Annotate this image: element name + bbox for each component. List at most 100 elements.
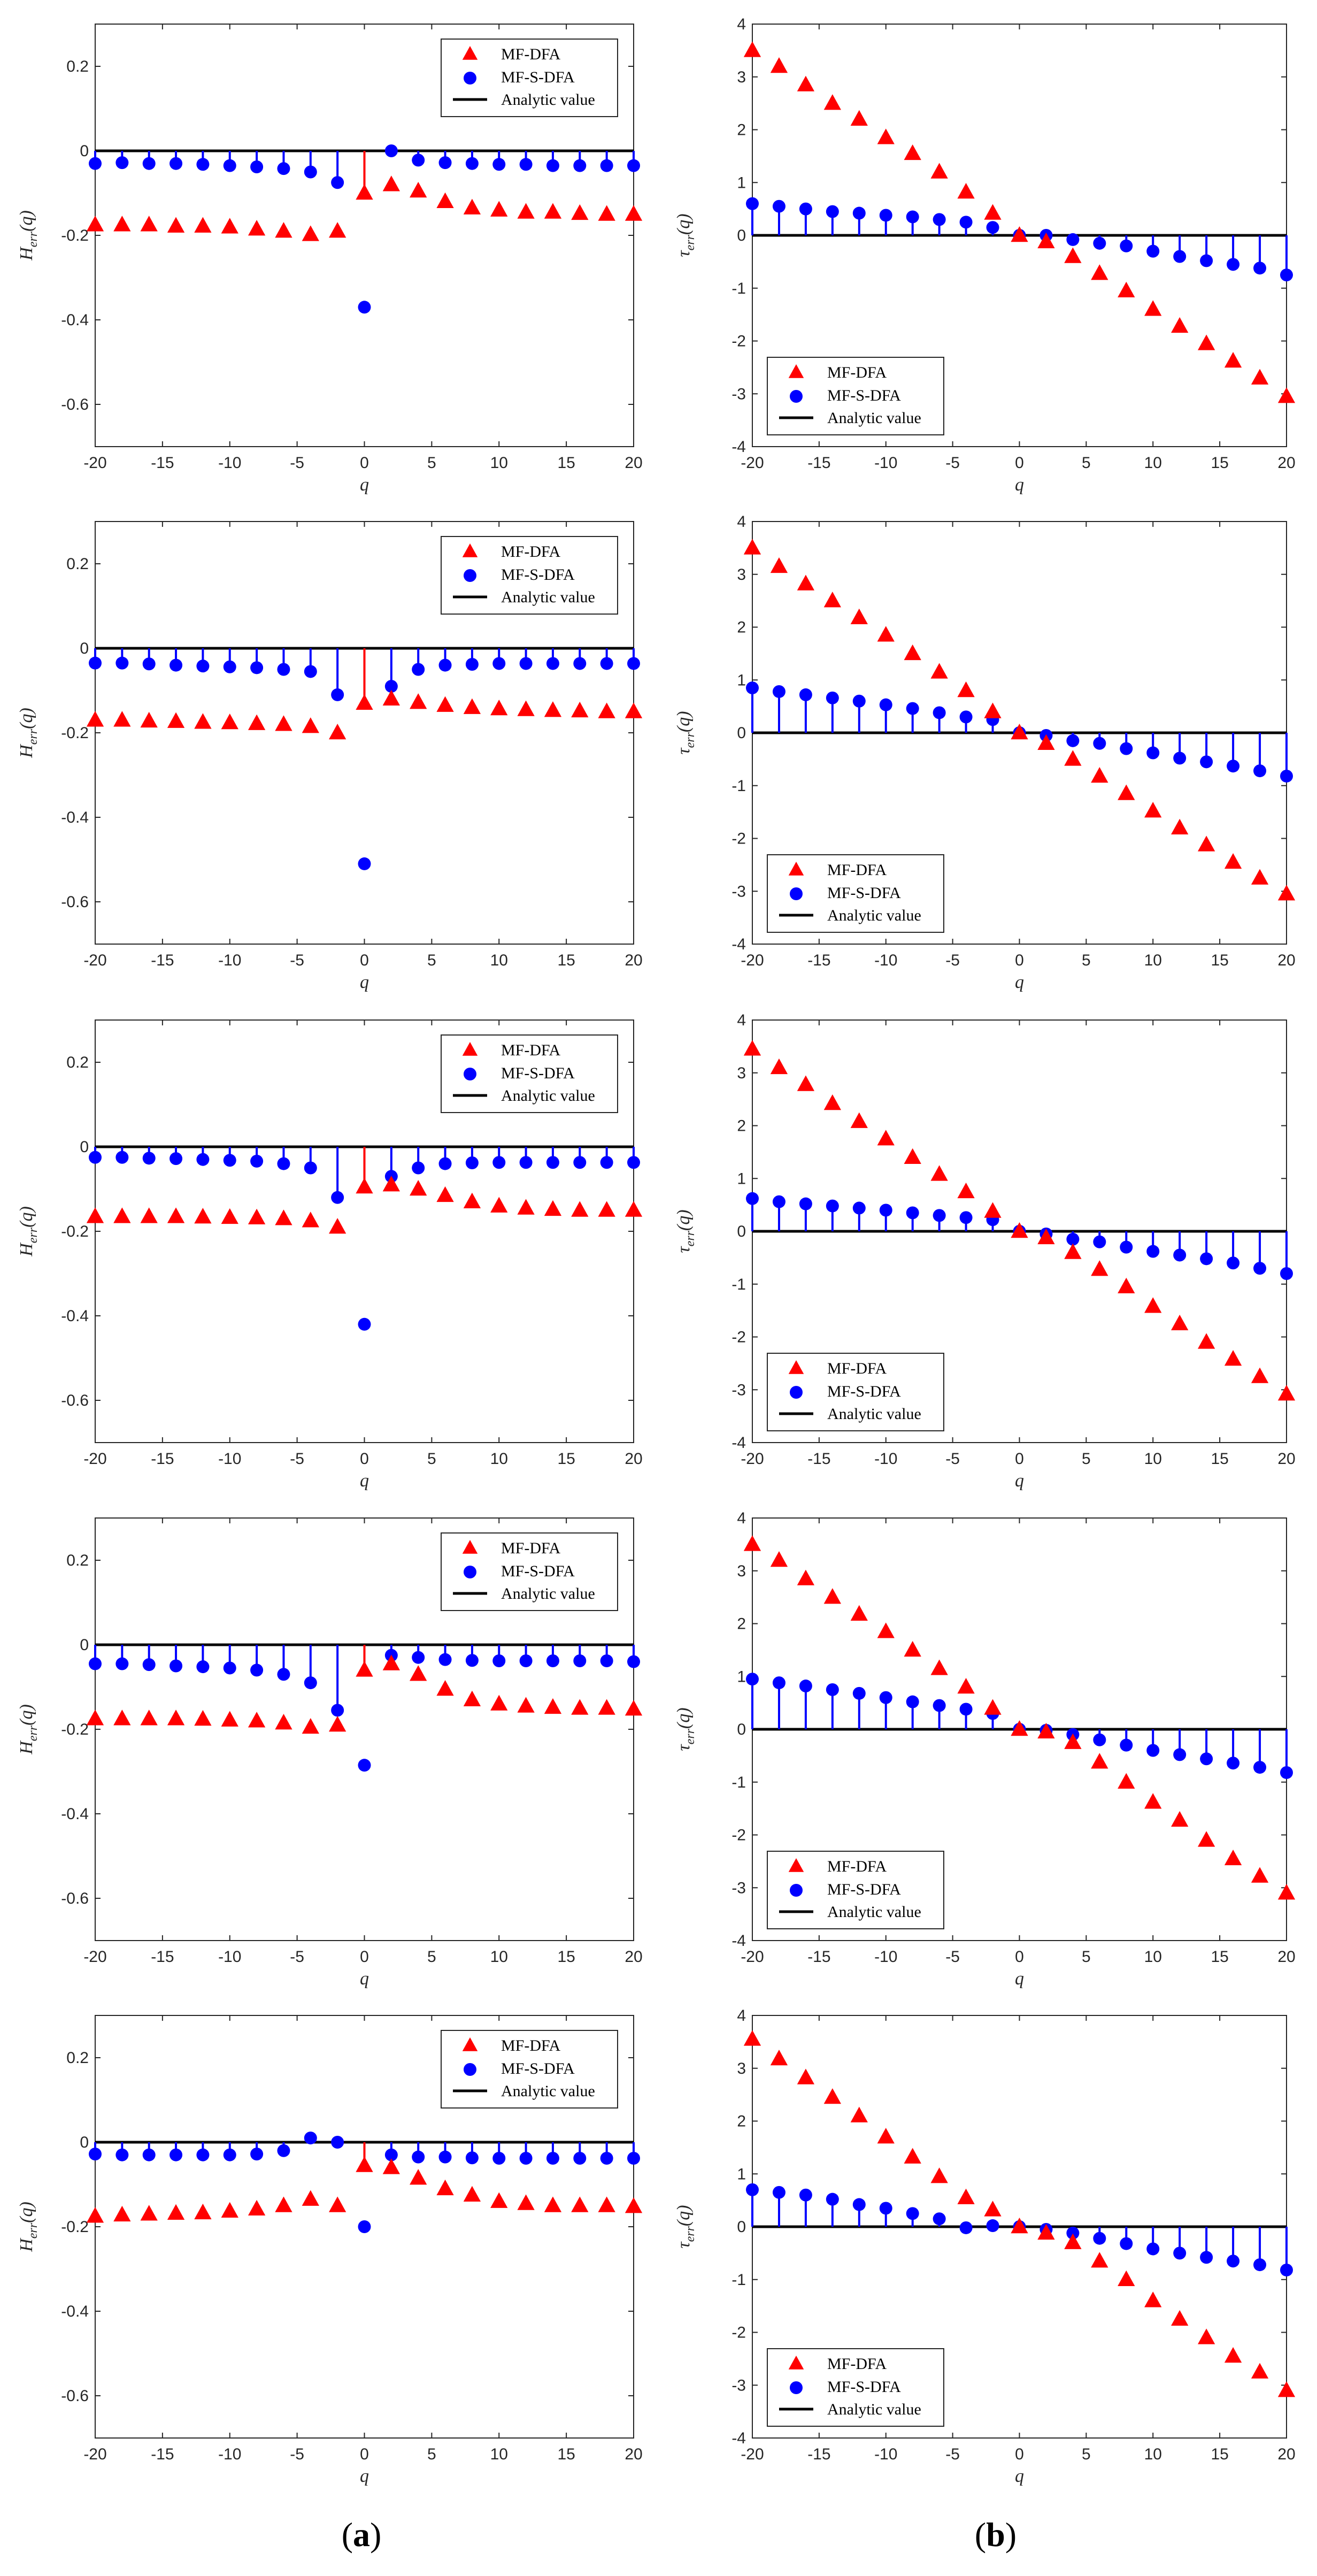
panel-a5-mfsdfa-point [492, 2152, 506, 2165]
panel-a3-mfsdfa-point [600, 1156, 613, 1169]
panel-b4-mfdfa-point [877, 1622, 895, 1638]
panel-a5-ytick-label: 0 [80, 2134, 89, 2151]
panel-a4-mfsdfa-point [465, 1654, 479, 1667]
panel-a2-mfdfa-point [382, 689, 400, 706]
panel-a4-xtick-label: -10 [218, 1948, 241, 1966]
panel-a1-xtick-label: 15 [557, 454, 575, 472]
panel-b2-mfdfa-point [823, 592, 841, 608]
panel-b1-mfdfa-point [1198, 334, 1215, 350]
panel-a5-xtick-label: -10 [218, 2445, 241, 2463]
panel-a5-mfsdfa-point [519, 2152, 533, 2165]
panel-a1-mfsdfa-point [358, 301, 371, 314]
panel-a2-legend-label: MF-DFA [501, 543, 560, 561]
panel-b3-mfdfa-point [1011, 1222, 1028, 1238]
panel-a3-ylabel-sub: err [26, 1227, 40, 1243]
panel-b5-ytick-label: 0 [737, 2218, 746, 2236]
panel-b4-mfsdfa-point [1200, 1752, 1213, 1766]
panel-a3-mfdfa-point [113, 1207, 131, 1223]
panel-b4-mfdfa-point [743, 1535, 761, 1551]
panel-a5-ytick-label: -0.6 [61, 2387, 89, 2405]
panel-a5-mfdfa-point [140, 2205, 158, 2221]
panel-a4-mfdfa-point [140, 1709, 158, 1726]
panel-a2-mfsdfa-point [384, 680, 398, 693]
panel-b5-xlabel: q [1015, 2466, 1024, 2486]
panel-a1-mfsdfa-point [304, 165, 317, 179]
panel-b5-legend-mfdfa-marker [788, 2356, 804, 2370]
panel-b4-legend-label: MF-DFA [827, 1858, 887, 1875]
panel-b3-mfdfa-point [850, 1112, 868, 1128]
panel-b3-mfsdfa-point [959, 1211, 973, 1224]
panel-a2-mfsdfa-point [115, 656, 129, 670]
panel-a5-mfdfa-point [490, 2192, 508, 2208]
panel-a3-mfsdfa-point [546, 1156, 559, 1169]
panel-a2-ytick-label: 0.2 [66, 555, 89, 573]
panel-b1-mfsdfa-point [1200, 254, 1213, 267]
panel-a4-mfdfa-point [275, 1714, 292, 1730]
panel-a1-mfsdfa-point [573, 159, 587, 172]
panel-b5-legend-label: Analytic value [827, 2401, 921, 2418]
panel-b2-mfdfa-point [1118, 784, 1135, 800]
panel-a5-mfsdfa-point [115, 2148, 129, 2161]
panel-a4-mfsdfa-point [600, 1654, 613, 1668]
panel-b4-mfdfa-point [1091, 1753, 1108, 1769]
panel-a1-mfdfa-point [436, 192, 454, 209]
panel-b5-mfsdfa-point [933, 2212, 946, 2226]
panel-b4-mfsdfa-point [1227, 1757, 1240, 1770]
panel-b2-mfsdfa-point [799, 688, 812, 701]
panel-a1-legend-label: MF-DFA [501, 45, 560, 63]
panel-a3-mfdfa-point [140, 1207, 158, 1223]
panel-b3-mfdfa-point [1224, 1350, 1242, 1366]
panel-a4-mfsdfa-point [573, 1654, 587, 1668]
panel-b2-chart: -20 -15 -10 -5 0 5 10 15 2043210-1-2-3-4qτerr(q)… [674, 513, 1296, 992]
panel-a5-mfsdfa-point [196, 2148, 210, 2161]
panel-a3-mfdfa-point [544, 1200, 562, 1216]
panel-a5-mfdfa-point [221, 2202, 238, 2218]
panel-b5-ylabel-sub: err [683, 2226, 697, 2242]
panel-a2-mfdfa-point [302, 717, 319, 733]
panel-a4-mfsdfa-point [223, 1661, 236, 1675]
panel-a4-xtick-label: 20 [625, 1948, 642, 1966]
panel-a3-mfdfa-point [86, 1207, 104, 1223]
panel-a1-mfdfa-point [544, 203, 562, 219]
panel-b3-mfsdfa-point [1227, 1256, 1240, 1270]
panel-a4-ytick-label: 0 [80, 1636, 89, 1654]
panel-a1-mfsdfa-point [384, 144, 398, 157]
panel-b3-ylabel-main: τ [674, 1246, 694, 1253]
panel-a4-mfdfa-point [221, 1711, 238, 1727]
panel-b5-chart: -20 -15 -10 -5 0 5 10 15 2043210-1-2-3-4qτerr(q)… [674, 2007, 1296, 2486]
panel-b3-xtick-label: 15 [1211, 1450, 1228, 1468]
panel-a2-legend-label: MF-S-DFA [501, 566, 575, 584]
panel-b3-xtick-label: 20 [1277, 1450, 1295, 1468]
panel-b2-ylabel-sub: err [683, 732, 697, 748]
panel-a1-mfdfa-point [463, 198, 481, 214]
panel-b2-xtick-label: -5 [945, 952, 960, 969]
panel-b4-mfdfa-point [957, 1678, 975, 1694]
panel-a1-mfsdfa-point [115, 156, 129, 170]
panel-a1-mfsdfa-point [627, 159, 640, 172]
panel-b4-mfsdfa-point [959, 1703, 973, 1716]
panel-b4-mfdfa-point [930, 1659, 948, 1675]
panel-b5-xtick-label: 0 [1015, 2445, 1024, 2463]
panel-a5-mfsdfa-point [600, 2152, 613, 2165]
panel-b1-mfdfa-point [930, 163, 948, 179]
panel-b5-mfsdfa-point [1253, 2258, 1267, 2272]
panel-b4-xtick-label: -5 [945, 1948, 960, 1966]
panel-label-b-close: ) [1005, 2516, 1016, 2554]
panel-a2-mfdfa-point [463, 698, 481, 714]
panel-a3-mfsdfa-point [492, 1156, 506, 1169]
panel-b3-mfsdfa-point [933, 1209, 946, 1222]
panel-b5-xtick-label: -15 [807, 2445, 830, 2463]
panel-b3-mfsdfa-point [772, 1195, 785, 1208]
panel-b4-mfdfa-point [1224, 1849, 1242, 1866]
panel-b5-mfdfa-point [743, 2030, 761, 2046]
panel-a1-mfsdfa-point [492, 158, 506, 171]
panel-b1-legend-label: MF-S-DFA [827, 387, 901, 404]
panel-a5-mfdfa-point [86, 2207, 104, 2223]
panel-a1-mfsdfa-point [412, 154, 425, 167]
panel-a4-mfdfa-point [194, 1710, 212, 1726]
panel-b4-ylabel: τerr(q) [674, 1707, 697, 1751]
panel-b1-mfdfa-point [1064, 247, 1082, 263]
panel-a1-xlabel: q [360, 475, 369, 495]
panel-b3-mfdfa-point [823, 1094, 841, 1110]
panel-b4-legend-label: Analytic value [827, 1903, 921, 1921]
